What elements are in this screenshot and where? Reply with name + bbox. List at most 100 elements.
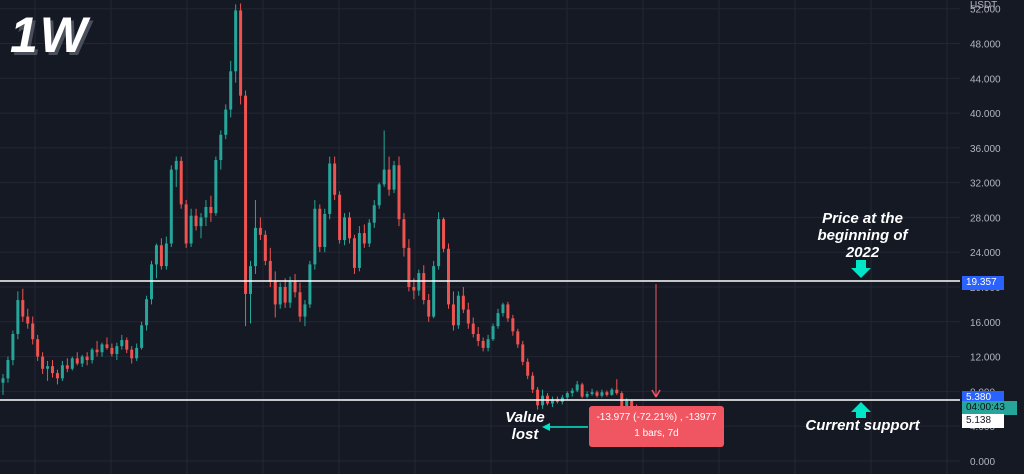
candle-up	[224, 109, 228, 135]
candle-up	[570, 390, 574, 394]
price-tag-2022: 19.357	[962, 276, 1004, 290]
candle-up	[145, 299, 149, 326]
axis-unit-label[interactable]: USDT	[970, 0, 998, 11]
candle-down	[41, 356, 45, 369]
candle-up	[610, 389, 614, 395]
candle-down	[194, 215, 198, 227]
candle-down	[55, 373, 59, 379]
candle-up	[357, 233, 361, 268]
price-tag-low: 5.138	[962, 414, 1004, 428]
measure-bars-text: 1 bars, 7d	[634, 428, 679, 439]
candle-up	[313, 208, 317, 265]
candle-up	[189, 215, 193, 244]
candle-down	[516, 331, 520, 345]
candle-down	[263, 234, 267, 261]
candle-down	[333, 163, 337, 195]
candle-down	[447, 248, 450, 305]
candle-up	[249, 266, 252, 294]
candle-up	[486, 339, 490, 348]
candle-down	[36, 339, 40, 357]
candle-up	[199, 217, 203, 227]
candle-down	[51, 366, 54, 374]
annotation-current-support: Current support	[805, 417, 920, 434]
candle-up	[343, 217, 347, 241]
candle-down	[387, 169, 391, 190]
candle-up	[70, 358, 74, 369]
y-tick-label: 48.000	[970, 39, 1001, 50]
candle-down	[75, 358, 79, 364]
candle-up	[169, 169, 173, 244]
candle-up	[1, 378, 5, 383]
candle-down	[244, 95, 248, 294]
candle-down	[402, 219, 406, 248]
candle-down	[595, 392, 599, 396]
candle-up	[120, 340, 124, 347]
candle-down	[273, 281, 277, 305]
arrow-up-icon	[851, 402, 871, 418]
candle-up	[590, 392, 594, 394]
candle-down	[451, 304, 455, 326]
countdown-tag: 04:00:43	[962, 401, 1017, 415]
candle-up	[600, 392, 604, 396]
candle-up	[229, 71, 233, 110]
candle-down	[293, 281, 297, 293]
measure-change-text: -13.977 (-72.21%) , -13977	[596, 412, 717, 423]
candle-up	[585, 393, 589, 397]
candle-up	[367, 222, 371, 244]
candle-up	[278, 287, 282, 305]
annotation-price-2022: Price at the beginning of 2022	[817, 210, 908, 261]
candle-up	[328, 163, 332, 214]
candle-down	[258, 227, 262, 235]
candle-up	[150, 264, 153, 300]
candle-up	[80, 356, 84, 364]
candle-up	[90, 349, 94, 361]
y-tick-label: 28.000	[970, 213, 1001, 224]
candle-up	[432, 266, 436, 317]
y-tick-label: 0.000	[970, 457, 995, 468]
candle-down	[442, 219, 446, 249]
candle-up	[219, 134, 223, 161]
candle-up	[392, 165, 396, 190]
candle-up	[46, 366, 50, 369]
candle-down	[209, 206, 213, 214]
candle-down	[362, 233, 366, 244]
candle-down	[159, 245, 163, 267]
candle-down	[412, 287, 416, 291]
candle-up	[214, 160, 218, 214]
candle-up	[11, 333, 15, 361]
candle-down	[95, 349, 99, 353]
candle-down	[531, 375, 535, 390]
chart-overlays	[0, 260, 960, 431]
candle-down	[466, 309, 470, 324]
candle-down	[130, 349, 134, 359]
candle-down	[318, 208, 322, 248]
candle-up	[6, 360, 10, 379]
candle-down	[338, 194, 342, 241]
timeframe-label: 1W	[10, 7, 89, 63]
candle-up	[308, 264, 312, 305]
candle-up	[496, 313, 500, 327]
candle-down	[31, 323, 35, 340]
candle-down	[471, 323, 475, 334]
candle-down	[397, 165, 401, 220]
candle-up	[204, 206, 208, 218]
candle-down	[268, 260, 272, 282]
candle-down	[283, 287, 287, 303]
candle-up	[164, 243, 168, 267]
candle-down	[110, 347, 114, 354]
y-tick-label: 52.000	[970, 5, 1001, 16]
candle-down	[21, 300, 25, 317]
candle-down	[521, 344, 525, 362]
candle-down	[125, 340, 129, 350]
candle-down	[85, 356, 89, 361]
y-tick-label: 12.000	[970, 353, 1001, 364]
measure-tooltip: -13.977 (-72.21%) , -13977 1 bars, 7d	[589, 406, 724, 447]
measure-arrow-right	[655, 389, 661, 398]
candle-up	[60, 365, 64, 379]
candle-up	[417, 273, 421, 291]
candle-up	[288, 281, 292, 303]
candle-down	[348, 217, 351, 239]
candle-up	[437, 219, 441, 267]
candle-down	[184, 204, 188, 244]
